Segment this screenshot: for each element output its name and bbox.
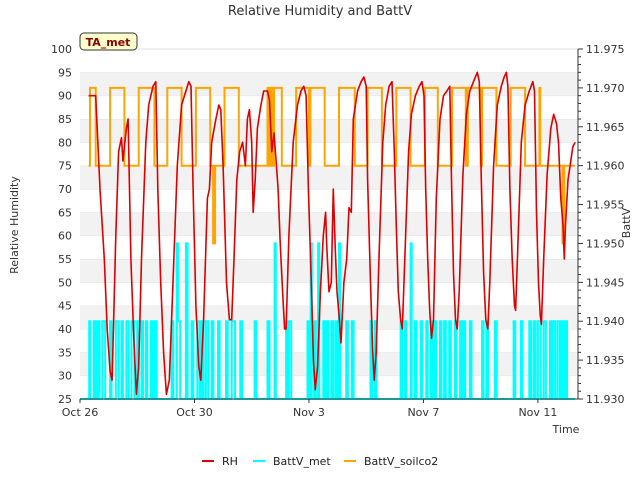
y-tick-label: 65: [58, 206, 72, 219]
x-tick-label: Oct 30: [176, 406, 213, 419]
y2-tick-label: 11.960: [586, 160, 625, 173]
y2-tick-label: 11.955: [586, 199, 625, 212]
site-badge-label: TA_met: [86, 36, 131, 49]
grid-band: [80, 72, 578, 96]
grid-band: [80, 142, 578, 166]
y-tick-label: 100: [51, 43, 72, 56]
y2-tick-label: 11.945: [586, 276, 625, 289]
y2-tick-label: 11.940: [586, 315, 625, 328]
y-tick-label: 95: [58, 66, 72, 79]
y2-axis-label: BattV: [620, 207, 633, 238]
grid-band: [80, 119, 578, 143]
rh-line: [88, 71, 576, 396]
y-tick-label: 80: [58, 136, 72, 149]
y2-tick-label: 11.950: [586, 237, 625, 250]
battv-soilco2-line: [88, 86, 576, 245]
series-battv-met: [80, 242, 576, 400]
grid-band: [80, 189, 578, 213]
y2-tick-label: 11.970: [586, 82, 625, 95]
y-tick-label: 30: [58, 370, 72, 383]
y-ticks-right: 11.930 11.935 11.940 11.945 11.950 11.955 11.9…: [578, 43, 625, 406]
grid-band: [80, 235, 578, 259]
y-tick-label: 50: [58, 276, 72, 289]
legend-label-battv-met: BattV_met: [273, 455, 331, 468]
site-badge-box: [79, 32, 138, 51]
grid-band: [80, 165, 578, 189]
y2-tick-label: 11.935: [586, 354, 625, 367]
legend-label-battv-soilco2: BattV_soilco2: [364, 455, 438, 468]
x-tick-label: Nov 7: [407, 406, 439, 419]
x-tick-label: Nov 3: [293, 406, 325, 419]
grid-band: [80, 95, 578, 119]
axes: [80, 49, 579, 400]
y-tick-label: 85: [58, 113, 72, 126]
y2-tick-label: 11.930: [586, 393, 625, 406]
x-tick-label: Oct 26: [62, 406, 99, 419]
battv-met-line: [80, 242, 576, 400]
y-tick-label: 60: [58, 230, 72, 243]
y-axis-label: Relative Humidity: [8, 176, 21, 274]
site-badge: TA_met: [79, 32, 138, 51]
x-axis-label: Time: [552, 423, 580, 436]
chart-title: Relative Humidity and BattV: [228, 4, 412, 19]
legend-label-rh: RH: [222, 455, 238, 468]
grid-band: [80, 49, 578, 73]
x-ticks: Oct 26 Oct 30 Nov 3 Nov 7 Nov 11: [62, 399, 557, 419]
y-tick-label: 45: [58, 300, 72, 313]
series-battv-soilco2: [88, 86, 576, 245]
y-ticks-left: 25 30 35 40 45 50 55 60 65 70 75 80 85 90 95 100: [51, 43, 72, 406]
y-tick-label: 25: [58, 393, 72, 406]
y2-tick-label: 11.975: [586, 43, 625, 56]
y-tick-label: 40: [58, 323, 72, 336]
series-rh: [88, 71, 576, 396]
grid-band: [80, 212, 578, 236]
x-tick-label: Nov 11: [518, 406, 557, 419]
y-tick-label: 55: [58, 253, 72, 266]
y-tick-label: 35: [58, 346, 72, 359]
y-tick-label: 70: [58, 183, 72, 196]
y2-tick-label: 11.965: [586, 121, 625, 134]
y-tick-label: 75: [58, 160, 72, 173]
y-tick-label: 90: [58, 90, 72, 103]
plot-area: [80, 71, 576, 400]
legend: RH BattV_met BattV_soilco2: [202, 455, 438, 468]
